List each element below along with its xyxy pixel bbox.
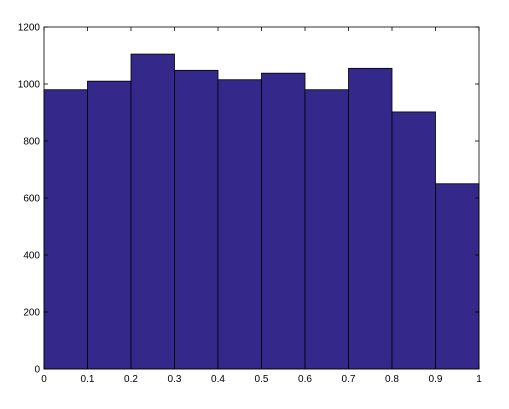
x-tick-label: 0.4 — [211, 374, 225, 385]
x-tick-label: 0.2 — [124, 374, 138, 385]
y-tick-label: 0 — [34, 365, 40, 376]
y-tick-label: 1000 — [18, 80, 41, 91]
bar — [348, 67, 393, 370]
bar — [130, 53, 175, 370]
x-tick-label: 0.1 — [81, 374, 95, 385]
x-tick-label: 1 — [476, 374, 482, 385]
y-tick-label: 800 — [23, 137, 40, 148]
bar — [43, 89, 88, 370]
y-tick-label: 400 — [23, 251, 40, 262]
y-tick-label: 600 — [23, 194, 40, 205]
bar — [304, 89, 349, 370]
bar — [87, 80, 132, 370]
bar — [217, 79, 262, 370]
y-tick-label: 1200 — [18, 23, 41, 34]
bar — [391, 111, 436, 370]
bar — [435, 183, 480, 370]
x-tick-label: 0.7 — [342, 374, 356, 385]
x-tick-label: 0.8 — [385, 374, 399, 385]
y-tick-label: 200 — [23, 308, 40, 319]
x-tick-label: 0.3 — [168, 374, 182, 385]
bar — [261, 72, 306, 370]
x-tick-label: 0.5 — [255, 374, 269, 385]
x-tick-label: 0.9 — [429, 374, 443, 385]
x-tick-label: 0 — [41, 374, 47, 385]
bar — [174, 69, 219, 370]
x-tick-label: 0.6 — [298, 374, 312, 385]
